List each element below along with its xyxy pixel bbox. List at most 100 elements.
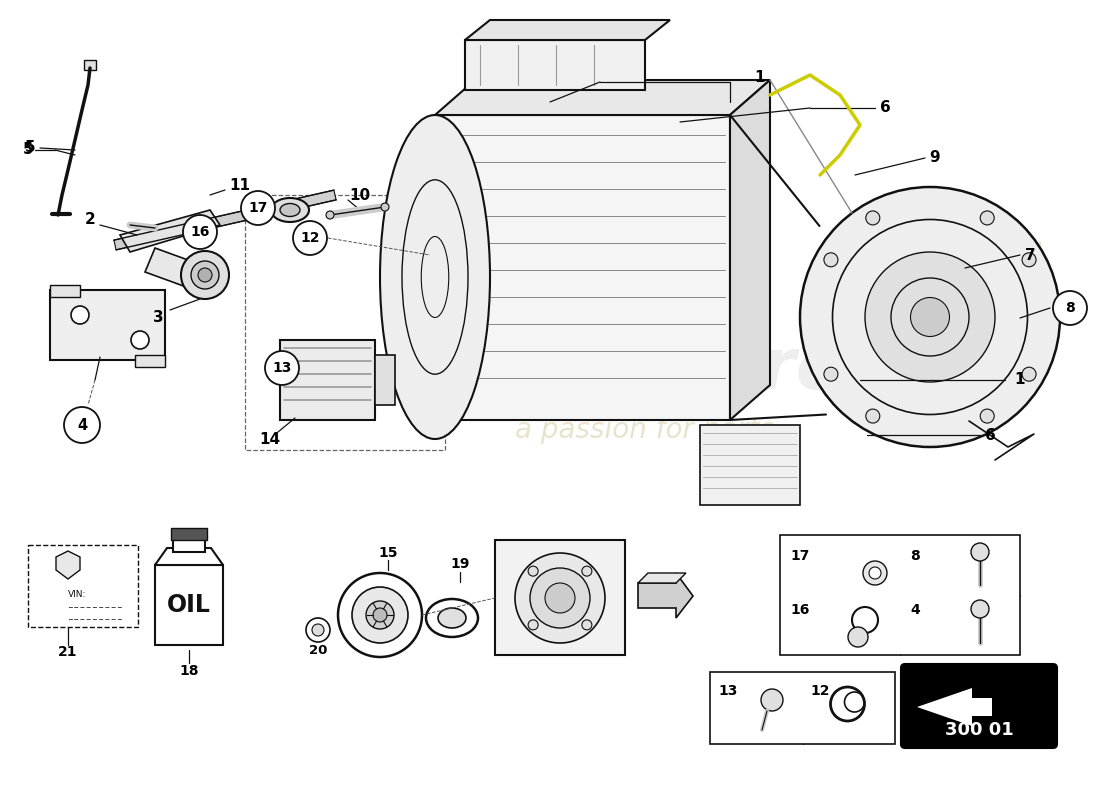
Text: eurospares: eurospares (431, 335, 889, 405)
Text: 10: 10 (350, 187, 371, 202)
Circle shape (864, 561, 887, 585)
Circle shape (183, 215, 217, 249)
Text: 19: 19 (450, 557, 470, 571)
Bar (465, 40, 645, 90)
Text: a passion for parts: a passion for parts (516, 416, 774, 444)
Circle shape (980, 211, 994, 225)
Polygon shape (465, 20, 670, 40)
Circle shape (869, 567, 881, 579)
Text: 8: 8 (1065, 301, 1075, 315)
Bar (375, 355, 395, 405)
Circle shape (1053, 291, 1087, 325)
Circle shape (306, 618, 330, 642)
Polygon shape (145, 248, 214, 292)
Circle shape (971, 600, 989, 618)
Polygon shape (155, 548, 223, 565)
Circle shape (265, 351, 299, 385)
Bar (495, 540, 625, 655)
Text: 14: 14 (260, 433, 280, 447)
Circle shape (366, 601, 394, 629)
Ellipse shape (426, 599, 478, 637)
Circle shape (241, 191, 275, 225)
Circle shape (824, 253, 838, 266)
Text: 11: 11 (230, 178, 251, 193)
Polygon shape (434, 80, 770, 115)
Ellipse shape (379, 115, 490, 439)
Circle shape (515, 553, 605, 643)
Text: 1: 1 (1014, 373, 1025, 387)
Text: _ _ _ _ _ _ _ _ _: _ _ _ _ _ _ _ _ _ (68, 610, 122, 619)
Polygon shape (917, 688, 992, 726)
Text: 5: 5 (23, 142, 33, 158)
Circle shape (800, 187, 1060, 447)
Bar (84, 60, 96, 70)
Circle shape (72, 306, 89, 324)
Circle shape (911, 298, 949, 337)
Bar (135, 355, 165, 367)
Text: 300 01: 300 01 (945, 721, 1013, 739)
Bar (170, 528, 207, 540)
Text: 2: 2 (85, 213, 96, 227)
Text: 6: 6 (984, 427, 996, 442)
Text: 2015: 2015 (945, 241, 1045, 275)
Polygon shape (114, 190, 337, 250)
Circle shape (381, 203, 389, 211)
Circle shape (971, 543, 989, 561)
Circle shape (848, 627, 868, 647)
Text: 9: 9 (930, 150, 940, 166)
Circle shape (326, 211, 334, 219)
Text: 4: 4 (77, 418, 87, 433)
Bar (700, 425, 800, 505)
Text: 4: 4 (910, 603, 920, 617)
Text: 15: 15 (378, 546, 398, 560)
Circle shape (191, 261, 219, 289)
Text: 17: 17 (249, 201, 267, 215)
Text: _ _ _ _ _ _ _ _ _: _ _ _ _ _ _ _ _ _ (68, 598, 122, 607)
Text: 1: 1 (755, 70, 766, 86)
Circle shape (528, 566, 538, 576)
Polygon shape (638, 573, 686, 583)
Circle shape (865, 252, 996, 382)
Text: 5: 5 (24, 141, 35, 155)
Circle shape (582, 620, 592, 630)
Bar (780, 535, 1020, 655)
Polygon shape (56, 551, 80, 579)
Bar (710, 672, 895, 744)
Polygon shape (120, 210, 220, 252)
Circle shape (198, 268, 212, 282)
Ellipse shape (280, 203, 300, 217)
Circle shape (312, 624, 324, 636)
Text: 21: 21 (58, 645, 78, 659)
Text: 17: 17 (790, 549, 810, 563)
Circle shape (182, 251, 229, 299)
Bar (434, 115, 730, 420)
Text: OIL: OIL (167, 593, 211, 617)
Bar (28, 545, 138, 627)
Circle shape (866, 409, 880, 423)
Text: 13: 13 (273, 361, 292, 375)
Circle shape (980, 409, 994, 423)
Circle shape (761, 689, 783, 711)
Circle shape (64, 407, 100, 443)
Circle shape (1022, 367, 1036, 382)
Circle shape (338, 573, 422, 657)
Bar (155, 565, 223, 645)
FancyBboxPatch shape (901, 664, 1057, 748)
Text: 16: 16 (190, 225, 210, 239)
Text: 12: 12 (811, 684, 830, 698)
Circle shape (824, 367, 838, 382)
Polygon shape (638, 573, 693, 618)
Bar (245, 195, 446, 450)
Circle shape (352, 587, 408, 643)
Circle shape (530, 568, 590, 628)
Text: 13: 13 (718, 684, 737, 698)
Circle shape (582, 566, 592, 576)
Circle shape (544, 583, 575, 613)
Circle shape (131, 331, 149, 349)
Text: 12: 12 (300, 231, 320, 245)
Circle shape (866, 211, 880, 225)
Bar (50, 290, 165, 360)
Text: 3: 3 (153, 310, 163, 326)
Circle shape (373, 608, 387, 622)
Circle shape (528, 620, 538, 630)
